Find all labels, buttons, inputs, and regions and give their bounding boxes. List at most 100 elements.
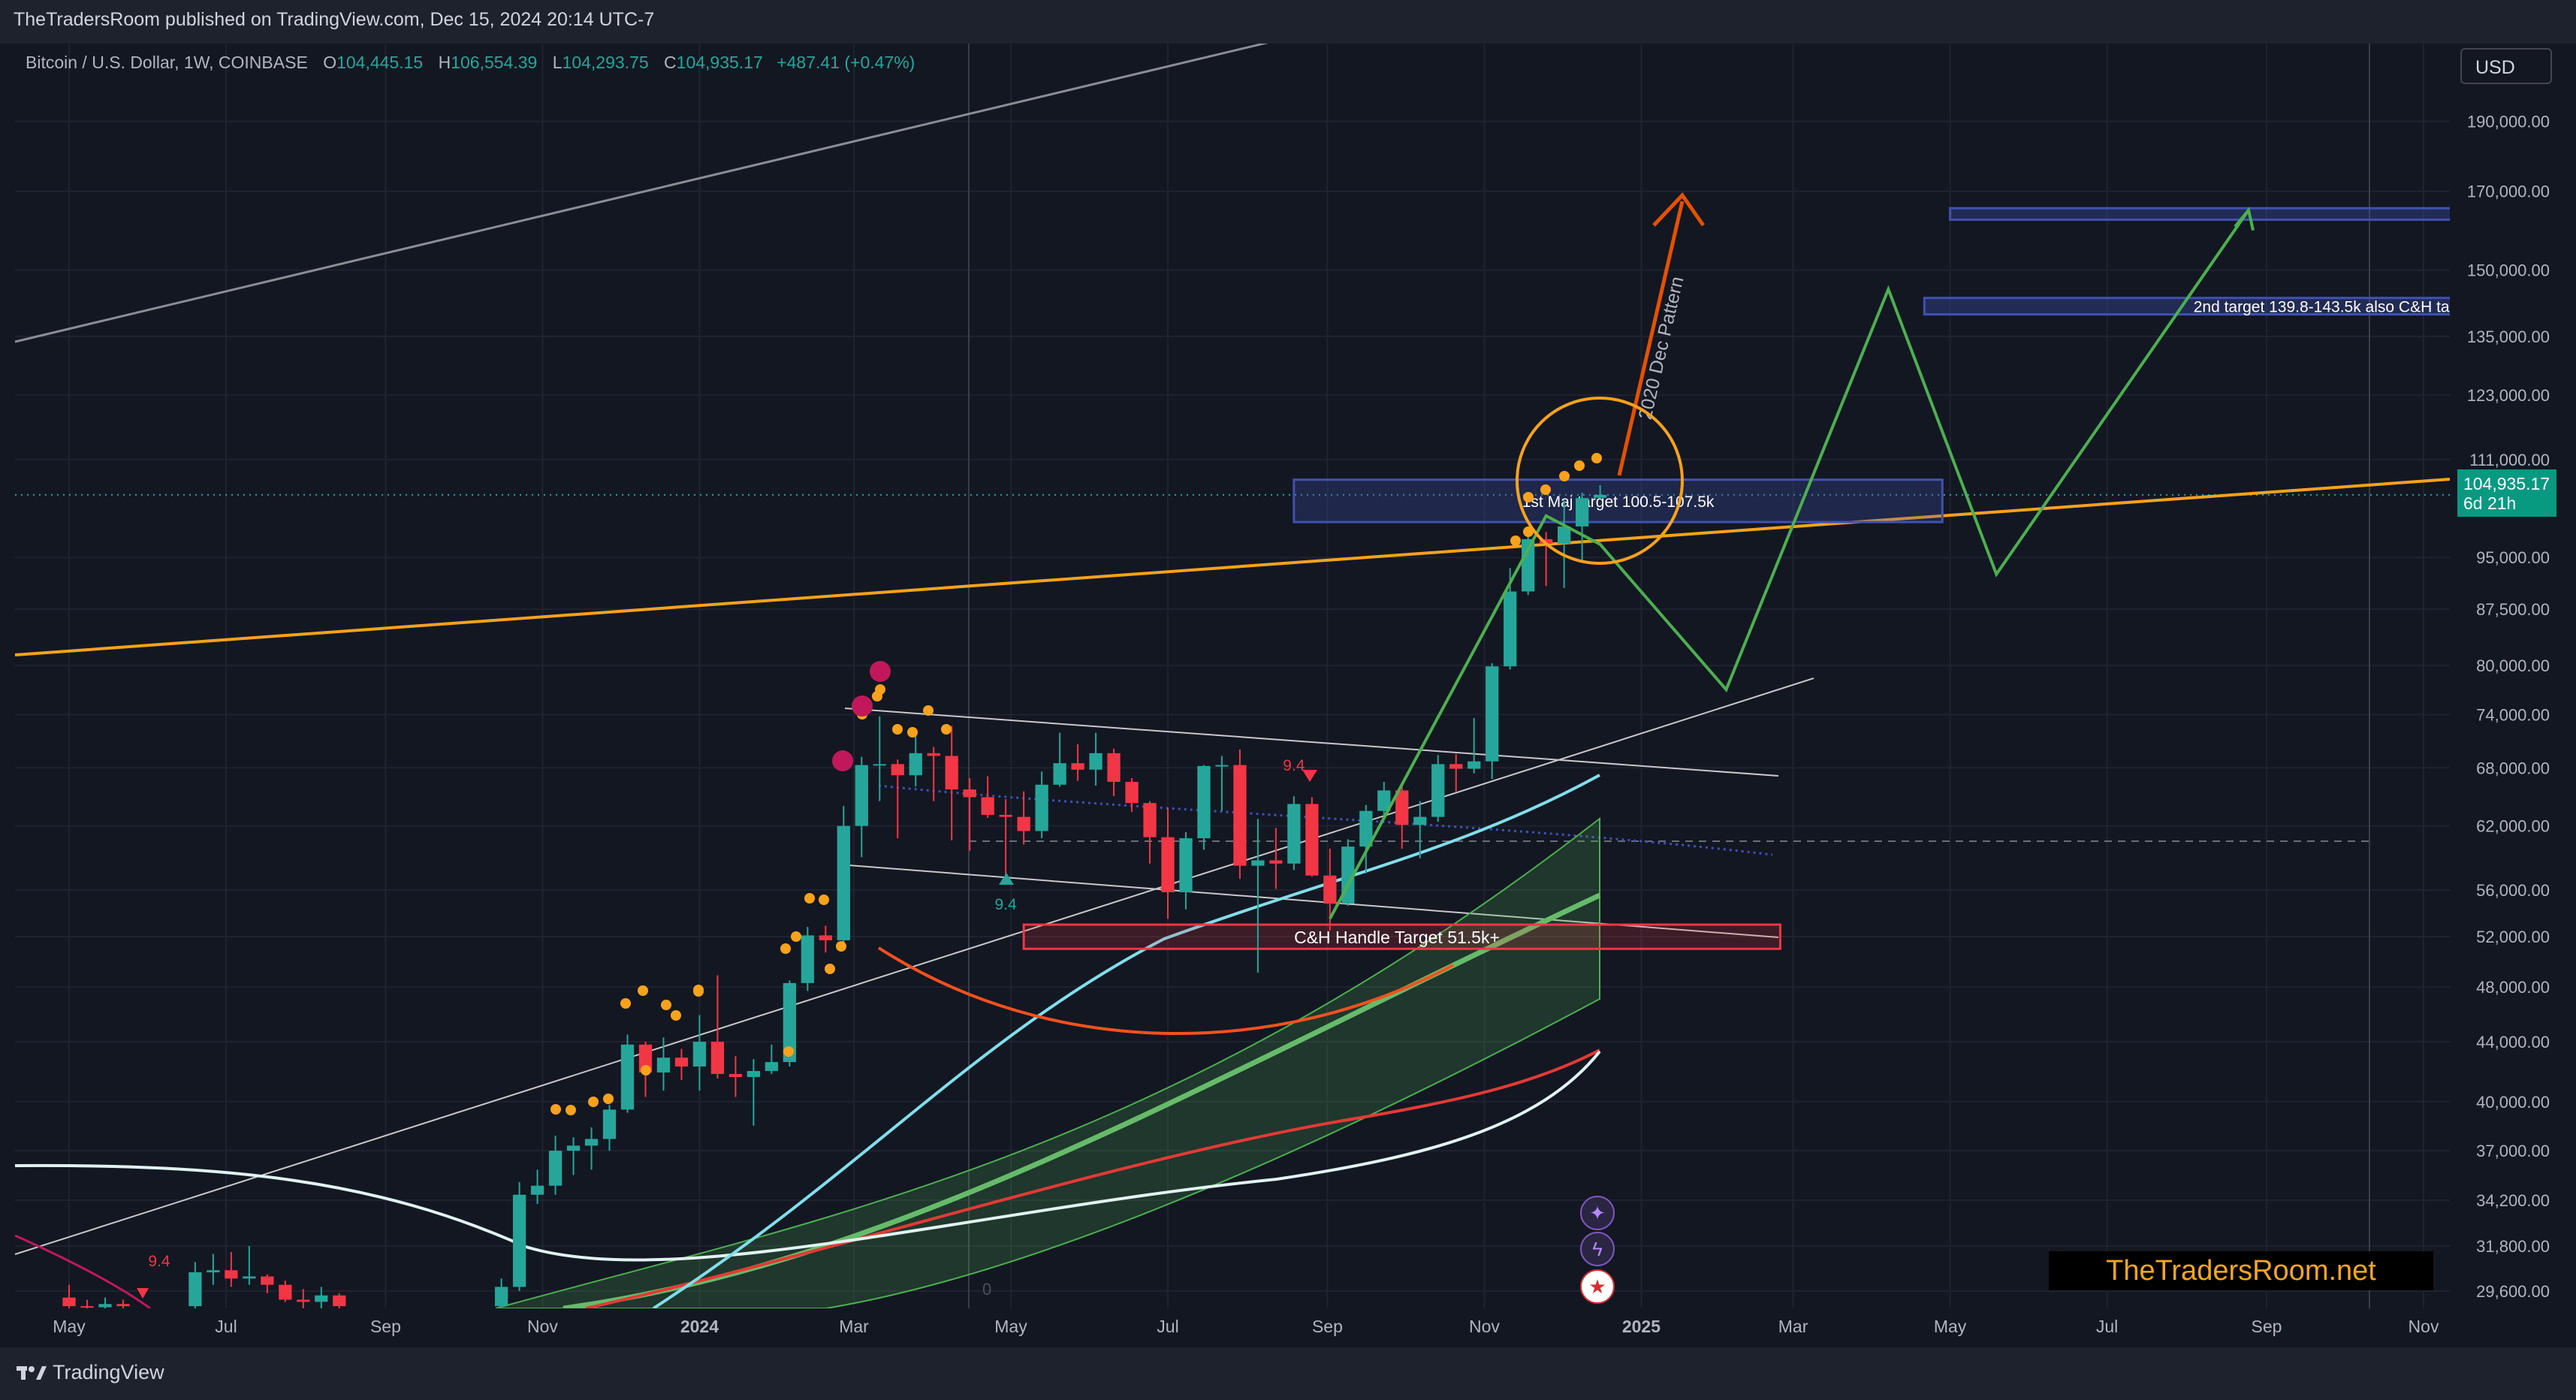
signal-dot bbox=[892, 724, 903, 735]
candle-body bbox=[512, 1194, 526, 1287]
tradingview-brand: TradingView bbox=[53, 1361, 164, 1383]
y-tick-label: 31,800.00 bbox=[2476, 1237, 2550, 1256]
y-tick-label: 150,000.00 bbox=[2467, 261, 2550, 280]
candle-body bbox=[638, 1044, 653, 1073]
time-axis-background bbox=[0, 1308, 2450, 1347]
signal-dot bbox=[780, 943, 791, 954]
target-1-label: 1st Maj target 100.5-107.5k bbox=[1522, 493, 1715, 511]
pattern-arrow-shaft bbox=[1617, 201, 1685, 476]
candle-body bbox=[1359, 810, 1373, 847]
target-3-box bbox=[1949, 207, 2484, 222]
signal-dot bbox=[819, 895, 829, 905]
candle-body bbox=[855, 765, 868, 826]
candle-body bbox=[1486, 666, 1499, 762]
candles-layer bbox=[62, 485, 1607, 1308]
candle-body bbox=[620, 1044, 635, 1110]
candle-body bbox=[1413, 816, 1427, 825]
x-tick-label: May bbox=[994, 1317, 1027, 1336]
candle-body bbox=[261, 1276, 274, 1285]
signal-dot-large bbox=[832, 750, 853, 771]
channel-top-line bbox=[844, 708, 1779, 777]
signal-dot bbox=[836, 941, 846, 952]
high-label: H bbox=[438, 53, 451, 72]
candle-body bbox=[1558, 526, 1571, 544]
tradingview-logo-icon bbox=[17, 1365, 47, 1380]
chart-area[interactable]: 1st Maj target 100.5-107.5k 2nd target 13… bbox=[0, 44, 2576, 1347]
white-ma-line bbox=[14, 1050, 1601, 1262]
candle-body bbox=[1269, 860, 1283, 864]
candle-body bbox=[1377, 790, 1391, 811]
x-tick-label: Nov bbox=[1469, 1317, 1500, 1336]
candle-body bbox=[530, 1185, 544, 1195]
last-price-tag: 104,935.17 6d 21h bbox=[2457, 469, 2556, 517]
signal-dot bbox=[588, 1097, 599, 1107]
signal-label: 9.4 bbox=[995, 896, 1018, 913]
signal-dot bbox=[875, 684, 885, 695]
trend-lines bbox=[14, 44, 2451, 1255]
candle-body bbox=[189, 1272, 202, 1307]
cup-arc bbox=[877, 946, 1454, 1036]
candle-body bbox=[963, 789, 976, 798]
signal-dot bbox=[661, 1000, 671, 1010]
x-tick-label: Nov bbox=[527, 1317, 558, 1336]
x-tick-label: Mar bbox=[1778, 1317, 1808, 1336]
candle-body bbox=[98, 1304, 112, 1308]
candle-body bbox=[1395, 790, 1409, 825]
change-value: +487.41 (+0.47%) bbox=[777, 53, 915, 72]
candle-body bbox=[1449, 764, 1463, 769]
candle-body bbox=[225, 1270, 238, 1279]
symbol-legend[interactable]: Bitcoin / U.S. Dollar, 1W, COINBASE O104… bbox=[26, 53, 915, 73]
top-bar bbox=[0, 0, 2576, 44]
y-tick-label: 123,000.00 bbox=[2467, 386, 2550, 405]
candle-body bbox=[315, 1295, 328, 1302]
candle-body bbox=[566, 1145, 581, 1151]
y-tick-label: 37,000.00 bbox=[2476, 1142, 2550, 1160]
candle-body bbox=[1089, 753, 1102, 770]
white-trendline bbox=[14, 677, 1814, 1255]
candle-body bbox=[891, 764, 904, 776]
y-tick-label: 111,000.00 bbox=[2469, 451, 2550, 469]
signal-dot bbox=[923, 705, 934, 716]
candle-body bbox=[1143, 803, 1157, 837]
candle-body bbox=[1287, 804, 1301, 864]
y-tick-label: 44,000.00 bbox=[2476, 1033, 2550, 1052]
candle-body bbox=[1125, 781, 1139, 804]
tradingview-logo[interactable]: TradingView bbox=[17, 1361, 164, 1384]
candle-body bbox=[674, 1058, 689, 1067]
signal-dot bbox=[783, 1046, 794, 1057]
signal-dot bbox=[550, 1104, 561, 1115]
x-tick-label: Sep bbox=[1312, 1317, 1343, 1336]
low-label: L bbox=[552, 53, 563, 72]
candle-body bbox=[981, 797, 994, 815]
bottom-bar bbox=[0, 1347, 2576, 1400]
watermark: TheTradersRoom.net bbox=[2049, 1251, 2433, 1290]
signal-triangle-up bbox=[999, 873, 1014, 885]
signal-dot bbox=[566, 1105, 576, 1115]
lightning-icon[interactable]: ϟ bbox=[1580, 1232, 1615, 1266]
signal-dot bbox=[1591, 453, 1602, 463]
x-tick-label: Sep bbox=[370, 1317, 401, 1336]
y-tick-label: 74,000.00 bbox=[2476, 705, 2550, 724]
high-value: 106,554.39 bbox=[451, 53, 538, 72]
y-tick-label: 190,000.00 bbox=[2467, 113, 2550, 131]
x-tick-label: Sep bbox=[2252, 1317, 2282, 1336]
signal-dot-large bbox=[870, 661, 891, 682]
candle-body bbox=[909, 753, 922, 776]
pattern-arrow-head bbox=[1652, 192, 1706, 227]
candle-body bbox=[1107, 753, 1121, 782]
signal-dot bbox=[1523, 492, 1534, 502]
sparkle-icon[interactable]: ✦ bbox=[1580, 1196, 1615, 1230]
signal-dot bbox=[693, 985, 704, 995]
currency-button[interactable]: USD bbox=[2460, 48, 2552, 84]
highlight-circle bbox=[1516, 397, 1684, 565]
handle-label: C&H Handle Target 51.5k+ bbox=[1294, 928, 1500, 947]
candle-body bbox=[1540, 539, 1553, 544]
candle-body bbox=[927, 753, 940, 756]
candle-body bbox=[1161, 837, 1175, 892]
candle-body bbox=[1305, 804, 1319, 876]
y-tick-label: 48,000.00 bbox=[2476, 978, 2550, 997]
us-flag-icon[interactable]: ★ bbox=[1580, 1269, 1615, 1304]
open-value: 104,445.15 bbox=[336, 53, 424, 72]
zero-label: 0 bbox=[982, 1280, 991, 1299]
grey-trendline bbox=[14, 44, 1268, 343]
